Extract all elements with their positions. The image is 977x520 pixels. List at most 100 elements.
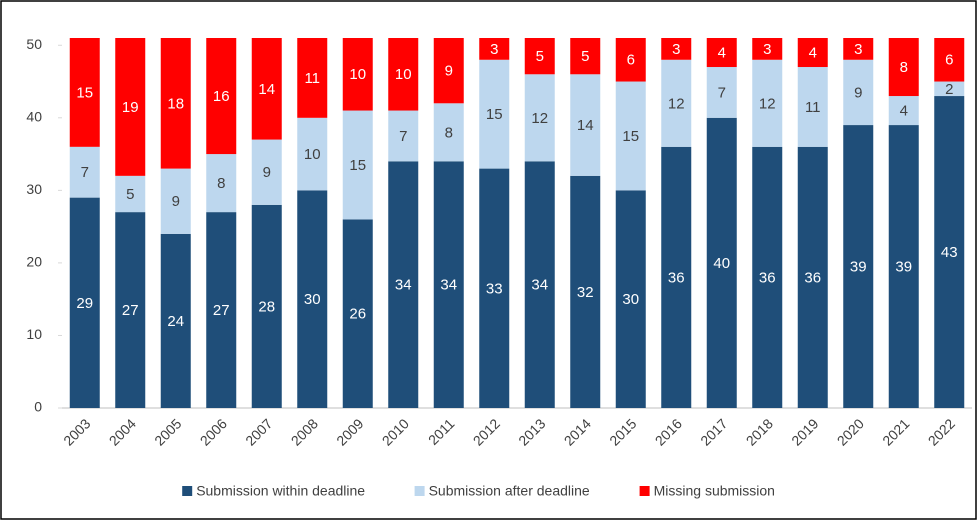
bar-segment [661, 146, 692, 408]
bar-segment [251, 139, 282, 205]
bar-segment [524, 74, 555, 162]
data-label: 9 [172, 193, 180, 210]
y-tick-label: 50 [26, 36, 42, 52]
data-label: 3 [490, 41, 498, 58]
y-tick-label: 30 [26, 181, 42, 197]
bar-segment [115, 212, 146, 408]
data-label: 7 [718, 84, 726, 101]
data-label: 10 [304, 146, 321, 163]
data-label: 30 [304, 291, 321, 308]
data-label: 28 [258, 298, 275, 315]
legend-swatch [182, 486, 193, 496]
bar-segment [206, 154, 237, 213]
bar-segment [615, 190, 646, 408]
data-label: 34 [395, 277, 412, 294]
data-label: 8 [900, 59, 908, 76]
bar-segment [115, 175, 146, 213]
bar-segment [297, 38, 328, 118]
data-label: 15 [486, 106, 503, 123]
legend-swatch [639, 486, 650, 496]
bar-segment [615, 38, 646, 82]
data-label: 4 [809, 44, 817, 61]
bar-segment [206, 38, 237, 155]
data-label: 8 [217, 175, 225, 192]
bar-segment [888, 96, 919, 126]
bar-segment [797, 67, 828, 147]
bar-segment [388, 110, 419, 162]
legend-swatch [414, 486, 425, 496]
data-label: 19 [122, 99, 139, 116]
bar-segment [752, 59, 783, 147]
bar-segment [69, 38, 100, 147]
data-label: 6 [945, 52, 953, 69]
data-label: 36 [804, 269, 821, 286]
bar-segment [297, 117, 328, 191]
bar-segment [934, 81, 965, 97]
bar-segment [479, 38, 510, 60]
legend-label: Submission within deadline [196, 483, 365, 499]
data-label: 9 [445, 63, 453, 80]
bar-segment [706, 38, 737, 68]
data-label: 7 [81, 164, 89, 181]
bar-segment [843, 59, 874, 126]
bar-segment [524, 161, 555, 408]
data-label: 6 [627, 52, 635, 69]
data-label: 10 [349, 66, 366, 83]
bar-segment [297, 190, 328, 408]
bar-segment [69, 197, 100, 408]
y-tick-label: 10 [26, 326, 42, 342]
data-label: 14 [258, 81, 275, 98]
bar-segment [160, 233, 191, 408]
data-label: 33 [486, 280, 503, 297]
data-label: 5 [126, 186, 134, 203]
data-label: 12 [668, 95, 685, 112]
data-label: 34 [531, 277, 548, 294]
bar-segment [342, 110, 373, 220]
bar-segment [342, 219, 373, 408]
bar-segment [843, 125, 874, 408]
data-label: 4 [718, 44, 726, 61]
bar-segment [206, 212, 237, 408]
data-label: 4 [900, 103, 908, 120]
bar-segment [251, 204, 282, 408]
data-label: 3 [672, 41, 680, 58]
bar-segment [752, 38, 783, 60]
bar-segment [479, 59, 510, 169]
bar-segment [934, 38, 965, 82]
bar-segment [570, 74, 601, 176]
bar-segment [433, 103, 464, 162]
data-label: 11 [805, 99, 821, 116]
data-label: 8 [445, 124, 453, 141]
data-label: 30 [622, 291, 639, 308]
bar-segment [797, 38, 828, 68]
data-label: 36 [759, 269, 776, 286]
bar-segment [479, 168, 510, 408]
data-label: 3 [763, 41, 771, 58]
bar-segment [388, 38, 419, 111]
bar-segment [251, 38, 282, 140]
data-label: 14 [577, 117, 594, 134]
bar-segment [570, 175, 601, 408]
data-label: 43 [941, 244, 958, 261]
bar-segment [160, 38, 191, 169]
bar-segment [706, 117, 737, 408]
data-label: 18 [167, 95, 184, 112]
legend-label: Missing submission [654, 483, 775, 499]
bar-segment [661, 59, 692, 147]
data-label: 27 [122, 302, 139, 319]
data-label: 40 [713, 255, 730, 272]
data-label: 24 [167, 313, 184, 330]
data-label: 10 [395, 66, 412, 83]
bar-segment [661, 38, 692, 60]
bar-segment [433, 38, 464, 104]
legend-label: Submission after deadline [429, 483, 590, 499]
bar-segment [934, 96, 965, 408]
data-label: 9 [263, 164, 271, 181]
y-tick-label: 20 [26, 254, 42, 270]
data-label: 12 [531, 110, 548, 127]
bar-segment [888, 38, 919, 97]
data-label: 7 [399, 128, 407, 145]
data-label: 15 [349, 157, 366, 174]
data-label: 3 [854, 41, 862, 58]
